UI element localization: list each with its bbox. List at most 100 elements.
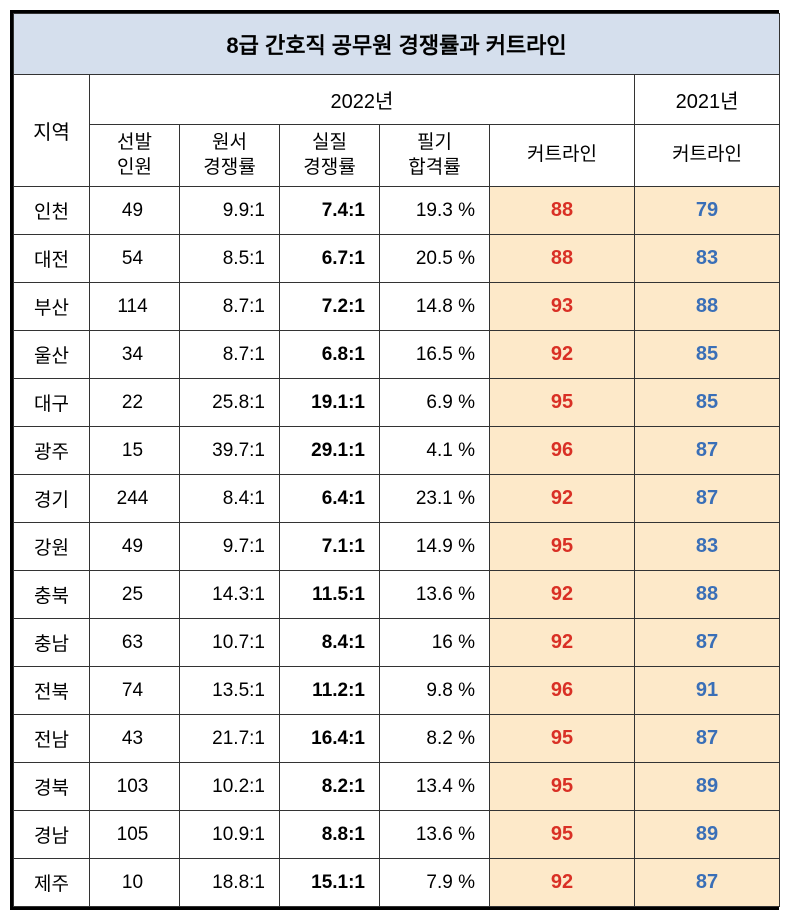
cell-recruits: 114 [90, 283, 180, 331]
cell-pass-rate: 14.8 % [380, 283, 490, 331]
cell-cutoff-2022: 95 [490, 811, 635, 859]
cell-cutoff-2021: 88 [635, 283, 780, 331]
cell-cutoff-2022: 92 [490, 475, 635, 523]
sublabel-row: 선발인원 원서경쟁률 실질경쟁률 필기합격률 커트라인 커트라인 [14, 125, 780, 187]
header-real-ratio: 실질경쟁률 [280, 125, 380, 187]
cell-region: 대전 [14, 235, 90, 283]
cell-recruits: 74 [90, 667, 180, 715]
cell-pass-rate: 20.5 % [380, 235, 490, 283]
cell-pass-rate: 16.5 % [380, 331, 490, 379]
cell-real-ratio: 11.5:1 [280, 571, 380, 619]
cell-real-ratio: 15.1:1 [280, 859, 380, 907]
cell-cutoff-2021: 87 [635, 859, 780, 907]
cell-pass-rate: 13.6 % [380, 811, 490, 859]
cell-region: 광주 [14, 427, 90, 475]
cell-real-ratio: 7.2:1 [280, 283, 380, 331]
cell-pass-rate: 13.6 % [380, 571, 490, 619]
table-row: 경북 103 10.2:1 8.2:1 13.4 % 95 89 [14, 763, 780, 811]
cell-cutoff-2022: 92 [490, 571, 635, 619]
cell-app-ratio: 8.5:1 [180, 235, 280, 283]
cell-cutoff-2021: 87 [635, 619, 780, 667]
cell-cutoff-2022: 96 [490, 427, 635, 475]
table-body: 인천 49 9.9:1 7.4:1 19.3 % 88 79 대전 54 8.5… [14, 187, 780, 907]
cell-pass-rate: 9.8 % [380, 667, 490, 715]
cell-real-ratio: 6.7:1 [280, 235, 380, 283]
cell-real-ratio: 29.1:1 [280, 427, 380, 475]
cell-region: 전남 [14, 715, 90, 763]
cell-region: 부산 [14, 283, 90, 331]
header-app-ratio: 원서경쟁률 [180, 125, 280, 187]
cell-recruits: 43 [90, 715, 180, 763]
header-year-2022: 2022년 [90, 75, 635, 125]
table-row: 전북 74 13.5:1 11.2:1 9.8 % 96 91 [14, 667, 780, 715]
cell-app-ratio: 8.7:1 [180, 283, 280, 331]
cell-cutoff-2021: 83 [635, 523, 780, 571]
cell-cutoff-2021: 85 [635, 379, 780, 427]
cell-region: 제주 [14, 859, 90, 907]
cell-app-ratio: 10.2:1 [180, 763, 280, 811]
header-real-ratio-text: 실질경쟁률 [303, 132, 355, 178]
cell-cutoff-2021: 87 [635, 427, 780, 475]
table-row: 경기 244 8.4:1 6.4:1 23.1 % 92 87 [14, 475, 780, 523]
cell-app-ratio: 9.7:1 [180, 523, 280, 571]
cell-region: 인천 [14, 187, 90, 235]
cell-cutoff-2021: 88 [635, 571, 780, 619]
title-row: 8급 간호직 공무원 경쟁률과 커트라인 [14, 14, 780, 75]
table-row: 부산 114 8.7:1 7.2:1 14.8 % 93 88 [14, 283, 780, 331]
cell-recruits: 244 [90, 475, 180, 523]
cell-pass-rate: 4.1 % [380, 427, 490, 475]
cell-pass-rate: 19.3 % [380, 187, 490, 235]
cell-real-ratio: 8.4:1 [280, 619, 380, 667]
cell-recruits: 25 [90, 571, 180, 619]
cell-region: 충남 [14, 619, 90, 667]
cell-recruits: 15 [90, 427, 180, 475]
table-row: 광주 15 39.7:1 29.1:1 4.1 % 96 87 [14, 427, 780, 475]
cell-app-ratio: 10.9:1 [180, 811, 280, 859]
cell-app-ratio: 8.7:1 [180, 331, 280, 379]
cell-region: 울산 [14, 331, 90, 379]
year-row: 지역 2022년 2021년 [14, 75, 780, 125]
cell-cutoff-2021: 91 [635, 667, 780, 715]
table-row: 대구 22 25.8:1 19.1:1 6.9 % 95 85 [14, 379, 780, 427]
cell-cutoff-2021: 79 [635, 187, 780, 235]
header-pass-rate: 필기합격률 [380, 125, 490, 187]
header-cutoff-2021: 커트라인 [635, 125, 780, 187]
cell-real-ratio: 16.4:1 [280, 715, 380, 763]
cell-real-ratio: 11.2:1 [280, 667, 380, 715]
cell-cutoff-2022: 92 [490, 619, 635, 667]
cell-app-ratio: 8.4:1 [180, 475, 280, 523]
cell-pass-rate: 14.9 % [380, 523, 490, 571]
data-table: 8급 간호직 공무원 경쟁률과 커트라인 지역 2022년 2021년 선발인원… [13, 13, 780, 907]
cell-recruits: 103 [90, 763, 180, 811]
cell-real-ratio: 6.4:1 [280, 475, 380, 523]
table-container: 8급 간호직 공무원 경쟁률과 커트라인 지역 2022년 2021년 선발인원… [10, 10, 779, 910]
cell-app-ratio: 18.8:1 [180, 859, 280, 907]
table-title: 8급 간호직 공무원 경쟁률과 커트라인 [14, 14, 780, 75]
cell-cutoff-2021: 87 [635, 715, 780, 763]
cell-cutoff-2021: 85 [635, 331, 780, 379]
cell-recruits: 63 [90, 619, 180, 667]
cell-recruits: 10 [90, 859, 180, 907]
cell-cutoff-2022: 88 [490, 235, 635, 283]
cell-recruits: 49 [90, 187, 180, 235]
cell-app-ratio: 10.7:1 [180, 619, 280, 667]
cell-cutoff-2022: 95 [490, 379, 635, 427]
cell-cutoff-2022: 92 [490, 859, 635, 907]
cell-app-ratio: 25.8:1 [180, 379, 280, 427]
header-cutoff-2022: 커트라인 [490, 125, 635, 187]
table-row: 울산 34 8.7:1 6.8:1 16.5 % 92 85 [14, 331, 780, 379]
table-row: 강원 49 9.7:1 7.1:1 14.9 % 95 83 [14, 523, 780, 571]
cell-real-ratio: 8.8:1 [280, 811, 380, 859]
header-recruits-text: 선발인원 [117, 132, 152, 178]
cell-cutoff-2021: 87 [635, 475, 780, 523]
cell-app-ratio: 14.3:1 [180, 571, 280, 619]
header-year-2021: 2021년 [635, 75, 780, 125]
cell-region: 경남 [14, 811, 90, 859]
cell-recruits: 49 [90, 523, 180, 571]
cell-cutoff-2021: 89 [635, 811, 780, 859]
cell-recruits: 54 [90, 235, 180, 283]
cell-recruits: 34 [90, 331, 180, 379]
cell-cutoff-2022: 95 [490, 715, 635, 763]
cell-real-ratio: 6.8:1 [280, 331, 380, 379]
cell-pass-rate: 16 % [380, 619, 490, 667]
